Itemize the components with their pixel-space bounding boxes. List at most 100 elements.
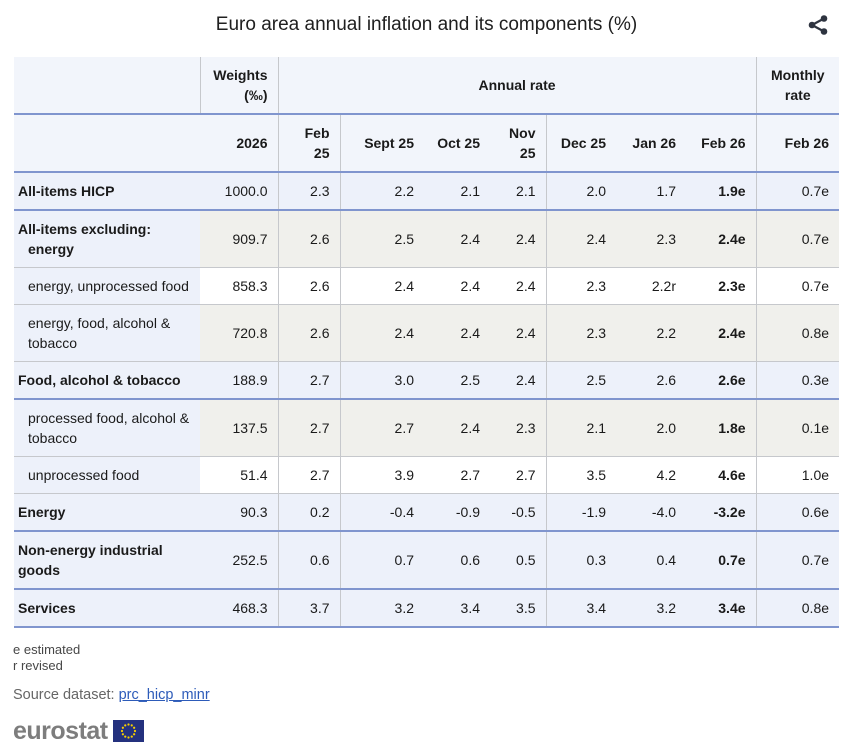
annual-rate-cell: 4.2 [616, 456, 686, 494]
annual-rate-cell: 3.7 [278, 589, 341, 628]
annual-rate-cell: 2.5 [340, 210, 424, 268]
annual-rate-cell: 2.2 [340, 172, 424, 211]
months-corner-cell [14, 114, 200, 173]
eurostat-logo: eurostat [13, 718, 853, 744]
annual-rate-cell: 0.5 [490, 531, 547, 590]
annual-rate-cell: 2.6 [616, 361, 686, 400]
footnote-estimated: e estimated [13, 642, 81, 657]
monthly-month-header: Feb 26 [756, 114, 840, 173]
annual-rate-cell: 1.8e [686, 399, 757, 457]
annual-rate-cell: 3.9 [340, 456, 424, 494]
annual-rate-cell: 2.7 [278, 456, 341, 494]
annual-rate-cell: 2.7 [340, 399, 424, 457]
weight-cell: 90.3 [200, 493, 279, 532]
row-label: All-items HICP [14, 172, 200, 211]
month-header: Dec 25 [546, 114, 616, 173]
monthly-rate-cell: 0.7e [756, 531, 840, 590]
share-button[interactable] [803, 10, 833, 40]
weight-cell: 137.5 [200, 399, 279, 457]
table-row: unprocessed food 51.4 2.7 3.9 2.7 2.7 3.5 4.2 4.… [14, 456, 840, 494]
row-label: Food, alcohol & tobacco [14, 361, 200, 400]
annual-rate-cell: 2.4 [490, 304, 547, 362]
weight-cell: 1000.0 [200, 172, 279, 211]
annual-rate-cell: 2.3 [546, 304, 616, 362]
monthly-rate-header: Monthly rate [756, 57, 840, 115]
annual-rate-cell: 2.4 [490, 210, 547, 268]
annual-rate-cell: 2.5 [424, 361, 490, 400]
annual-rate-cell: 2.4e [686, 210, 757, 268]
annual-rate-cell: 2.6e [686, 361, 757, 400]
annual-rate-cell: 2.6 [278, 304, 341, 362]
annual-rate-cell: 2.0 [616, 399, 686, 457]
weight-cell: 51.4 [200, 456, 279, 494]
annual-rate-cell: 2.0 [546, 172, 616, 211]
header-group-row: Weights (‰) Annual rate Monthly rate [14, 57, 840, 115]
annual-rate-cell: 2.3 [490, 399, 547, 457]
footnotes: e estimated r revised [13, 642, 853, 674]
row-label: Non-energy industrial goods [14, 531, 200, 590]
annual-rate-cell: 2.4 [424, 304, 490, 362]
annual-rate-cell: 1.9e [686, 172, 757, 211]
annual-rate-cell: 3.5 [546, 456, 616, 494]
source-line: Source dataset: prc_hicp_minr [13, 687, 853, 703]
annual-rate-cell: 2.4 [424, 210, 490, 268]
monthly-rate-cell: 0.7e [756, 172, 840, 211]
title-bar: Euro area annual inflation and its compo… [0, 0, 853, 53]
annual-rate-cell: 2.2r [616, 267, 686, 305]
eu-flag-icon [112, 720, 144, 742]
weights-header: Weights (‰) [200, 57, 279, 115]
monthly-rate-cell: 0.8e [756, 304, 840, 362]
monthly-rate-cell: 0.3e [756, 361, 840, 400]
table-row: Energy 90.3 0.2 -0.4 -0.9 -0.5 -1.9 -4.0 -3.2e 0.… [14, 493, 840, 532]
table-row: processed food, alcohol & tobacco 137.5 2.… [14, 399, 840, 457]
annual-rate-cell: 2.4 [340, 267, 424, 305]
annual-rate-cell: 2.3 [546, 267, 616, 305]
row-label: energy, food, alcohol & tobacco [14, 304, 200, 362]
monthly-rate-cell: 0.7e [756, 267, 840, 305]
corner-cell [14, 57, 201, 115]
footnote-revised: r revised [13, 658, 63, 673]
month-header: Sept 25 [340, 114, 424, 173]
monthly-rate-cell: 0.8e [756, 589, 840, 628]
annual-rate-cell: 2.7 [278, 361, 341, 400]
year-header: 2026 [200, 114, 279, 173]
annual-rate-cell: 2.5 [546, 361, 616, 400]
annual-rate-cell: 3.4 [424, 589, 490, 628]
annual-rate-cell: -3.2e [686, 493, 757, 532]
annual-rate-cell: 2.6 [278, 210, 341, 268]
table-row: Non-energy industrial goods 252.5 0.6 0.7 0.… [14, 531, 840, 590]
annual-rate-cell: 3.4 [546, 589, 616, 628]
annual-rate-cell: 2.2 [616, 304, 686, 362]
weight-cell: 909.7 [200, 210, 279, 268]
weight-cell: 858.3 [200, 267, 279, 305]
inflation-table: Weights (‰) Annual rate Monthly rate 202… [14, 57, 840, 628]
monthly-rate-cell: 0.1e [756, 399, 840, 457]
table-row: energy, unprocessed food 858.3 2.6 2.4 2.4 2.… [14, 267, 840, 305]
source-dataset-link[interactable]: prc_hicp_minr [118, 687, 210, 703]
month-header: Feb 26 [686, 114, 757, 173]
annual-rate-cell: 2.1 [490, 172, 547, 211]
months-header-row: 2026 Feb 25 Sept 25 Oct 25 Nov 25 Dec 25… [14, 114, 840, 173]
source-label: Source dataset: [13, 687, 119, 703]
annual-rate-cell: 3.2 [616, 589, 686, 628]
table-row: All-items excluding: energy 909.7 2.6 2.5 2.… [14, 210, 840, 268]
annual-rate-cell: 2.3e [686, 267, 757, 305]
weight-cell: 468.3 [200, 589, 279, 628]
annual-rate-cell: -0.4 [340, 493, 424, 532]
row-label: All-items excluding: energy [14, 210, 200, 268]
table-row: All-items HICP 1000.0 2.3 2.2 2.1 2.1 2.0 1.7 1.… [14, 172, 840, 211]
row-label: Energy [14, 493, 200, 532]
annual-rate-cell: 2.4 [490, 361, 547, 400]
annual-rate-cell: 2.4 [546, 210, 616, 268]
annual-rate-cell: 2.4 [340, 304, 424, 362]
annual-rate-cell: 3.2 [340, 589, 424, 628]
annual-rate-cell: -0.5 [490, 493, 547, 532]
row-label: Services [14, 589, 200, 628]
page-title: Euro area annual inflation and its compo… [215, 14, 638, 35]
row-label: unprocessed food [14, 456, 200, 494]
month-header: Feb 25 [278, 114, 341, 173]
annual-rate-cell: 2.7 [490, 456, 547, 494]
annual-rate-cell: 2.7 [424, 456, 490, 494]
annual-rate-cell: 2.3 [616, 210, 686, 268]
monthly-rate-cell: 0.7e [756, 210, 840, 268]
